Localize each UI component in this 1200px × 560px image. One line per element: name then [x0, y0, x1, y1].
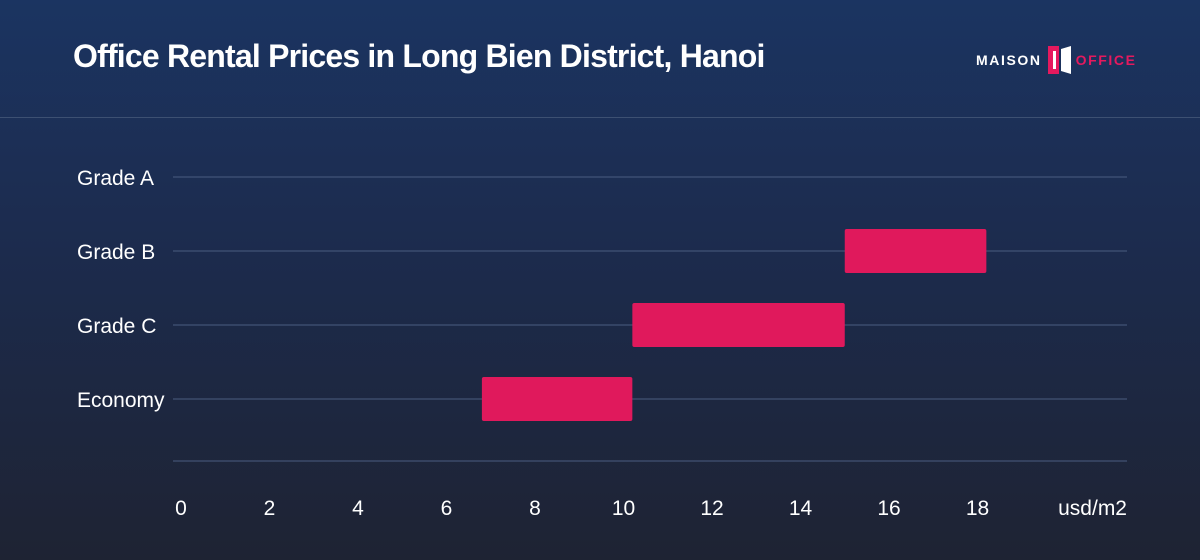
category-label: Grade A: [77, 167, 154, 190]
x-tick-label: 12: [700, 497, 723, 520]
x-tick-label: 10: [612, 497, 635, 520]
x-tick-label: 2: [264, 497, 276, 520]
x-tick-label: 16: [877, 497, 900, 520]
x-tick-label: 4: [352, 497, 364, 520]
x-axis-unit-label: usd/m2: [1058, 497, 1127, 520]
range-bar: [632, 303, 845, 347]
logo-text-maison: MAISON: [976, 52, 1042, 68]
x-tick-label: 0: [175, 497, 187, 520]
maison-office-logo: MAISON OFFICE: [976, 45, 1137, 75]
chart-title: Office Rental Prices in Long Bien Distri…: [73, 38, 765, 74]
x-tick-label: 14: [789, 497, 813, 520]
header-divider: [0, 117, 1200, 118]
category-label: Grade B: [77, 241, 155, 264]
x-tick-label: 8: [529, 497, 541, 520]
logo-door-icon: [1047, 46, 1071, 74]
range-bar: [481, 377, 633, 421]
category-label: Grade C: [77, 315, 156, 338]
x-tick-label: 18: [966, 497, 989, 520]
range-bar: [844, 229, 987, 273]
x-tick-label: 6: [441, 497, 453, 520]
logo-text-office: OFFICE: [1075, 52, 1137, 68]
category-label: Economy: [77, 389, 165, 412]
